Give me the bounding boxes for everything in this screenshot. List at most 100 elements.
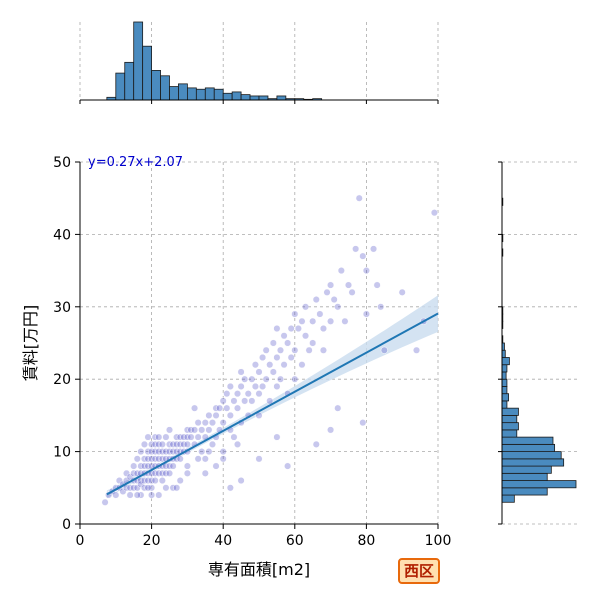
- scatter-point: [309, 339, 317, 347]
- scatter-point: [312, 296, 320, 304]
- scatter-point: [226, 411, 234, 419]
- scatter-point: [380, 346, 388, 354]
- scatter-point: [191, 426, 199, 434]
- scatter-point: [176, 433, 184, 441]
- scatter-point: [165, 462, 174, 470]
- x-hist-bar: [160, 75, 170, 101]
- scatter-point: [169, 440, 177, 448]
- scatter-point: [155, 469, 163, 477]
- scatter-point: [377, 303, 385, 311]
- scatter-point: [230, 397, 238, 405]
- scatter-point: [137, 477, 145, 485]
- scatter-point: [151, 433, 159, 441]
- scatter-point: [140, 462, 148, 470]
- x-hist-bar: [204, 87, 215, 101]
- x-hist-bar: [124, 61, 135, 101]
- scatter-point: [162, 469, 170, 477]
- scatter-point: [165, 426, 174, 434]
- scatter-point: [219, 448, 227, 456]
- scatter-point: [287, 324, 295, 333]
- scatter-point: [226, 382, 234, 390]
- y-hist-bar: [501, 422, 519, 431]
- x-axis-label: 専有面積[m2]: [208, 560, 310, 579]
- y-tick-label: 30: [53, 300, 71, 316]
- scatter-point: [334, 404, 342, 412]
- x-hist-bar: [133, 21, 144, 101]
- x-tick-label: 0: [76, 533, 85, 549]
- scatter-point: [140, 440, 148, 448]
- scatter-point: [298, 317, 306, 325]
- scatter-point: [219, 419, 227, 427]
- scatter-point: [126, 491, 134, 499]
- x-hist-bar: [276, 95, 287, 101]
- x-hist-bar: [178, 83, 188, 101]
- scatter-point: [334, 303, 342, 311]
- scatter-point: [144, 448, 152, 456]
- scatter-point: [212, 411, 220, 419]
- y-hist-bar: [501, 458, 565, 467]
- x-hist-bar: [222, 92, 233, 101]
- scatter-point: [151, 455, 159, 463]
- scatter-point: [219, 455, 227, 463]
- x-hist-bar: [240, 94, 251, 101]
- scatter-point: [316, 310, 324, 318]
- scatter-point: [259, 353, 267, 362]
- scatter-point: [233, 440, 242, 448]
- scatter-point: [226, 484, 234, 492]
- scatter-point: [223, 390, 231, 398]
- y-tick-label: 20: [53, 372, 71, 388]
- scatter-point: [101, 498, 109, 506]
- scatter-point: [273, 433, 281, 441]
- scatter-point: [201, 469, 209, 477]
- scatter-point: [173, 484, 181, 492]
- y-hist-bar: [501, 487, 548, 496]
- scatter-point: [208, 440, 217, 448]
- scatter-point: [151, 440, 159, 448]
- scatter-point: [198, 426, 206, 434]
- scatter-point: [237, 368, 245, 376]
- scatter-point: [148, 455, 156, 463]
- scatter-point: [148, 440, 156, 448]
- scatter-point: [158, 440, 166, 448]
- y-hist-bar: [501, 465, 552, 474]
- scatter-point: [194, 455, 202, 463]
- scatter-point: [269, 368, 277, 376]
- x-hist-bar: [151, 70, 161, 101]
- y-hist-bar: [501, 436, 554, 445]
- scatter-point: [273, 324, 281, 333]
- scatter-point: [176, 477, 184, 485]
- x-hist-bar: [142, 45, 152, 101]
- scatter-point: [276, 375, 285, 383]
- scatter-point: [251, 361, 259, 369]
- scatter-point: [398, 288, 406, 296]
- scatter-point: [284, 339, 292, 347]
- y-tick-label: 0: [62, 517, 71, 533]
- scatter-point: [219, 397, 227, 405]
- scatter-point: [176, 440, 184, 448]
- scatter-point: [176, 455, 184, 463]
- y-hist-bar: [501, 357, 510, 366]
- scatter-point: [155, 448, 163, 456]
- scatter-point: [137, 491, 145, 499]
- scatter-point: [119, 487, 127, 495]
- scatter-point: [165, 440, 174, 448]
- scatter-point: [248, 397, 256, 405]
- x-hist-bar: [195, 88, 206, 101]
- scatter-point: [151, 469, 159, 477]
- x-hist-bar: [258, 95, 269, 101]
- scatter-point: [173, 440, 181, 448]
- scatter-point: [255, 455, 263, 463]
- scatter-point: [183, 426, 191, 434]
- scatter-point: [291, 375, 299, 383]
- scatter-point: [187, 433, 195, 441]
- y-hist-bar: [501, 378, 508, 387]
- scatter-point: [151, 477, 159, 485]
- x-hist-bar: [115, 72, 126, 101]
- scatter-point: [362, 267, 370, 275]
- scatter-point: [140, 484, 148, 492]
- scatter-point: [201, 455, 209, 463]
- scatter-point: [158, 469, 166, 477]
- scatter-point: [165, 469, 174, 477]
- y-hist-bar: [501, 429, 518, 438]
- scatter-point: [122, 469, 131, 477]
